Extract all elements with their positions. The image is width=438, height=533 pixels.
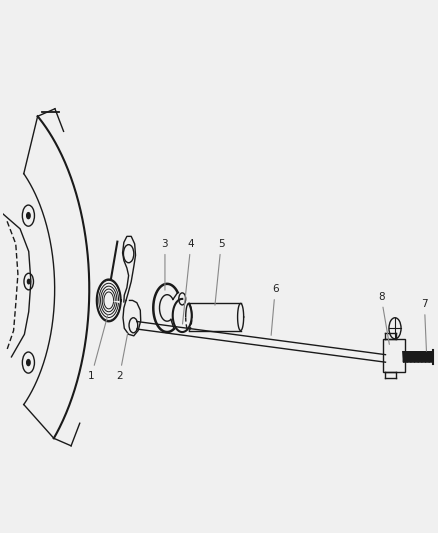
Circle shape	[28, 279, 30, 284]
Circle shape	[27, 360, 30, 366]
Text: 8: 8	[378, 292, 389, 344]
Text: 1: 1	[88, 314, 108, 381]
Text: 2: 2	[116, 333, 127, 381]
Text: 3: 3	[162, 239, 168, 290]
Text: 5: 5	[215, 239, 224, 305]
Text: 4: 4	[183, 239, 194, 324]
Text: 6: 6	[271, 284, 279, 335]
Circle shape	[27, 213, 30, 219]
Bar	[383, 339, 405, 372]
Text: 7: 7	[421, 299, 428, 351]
